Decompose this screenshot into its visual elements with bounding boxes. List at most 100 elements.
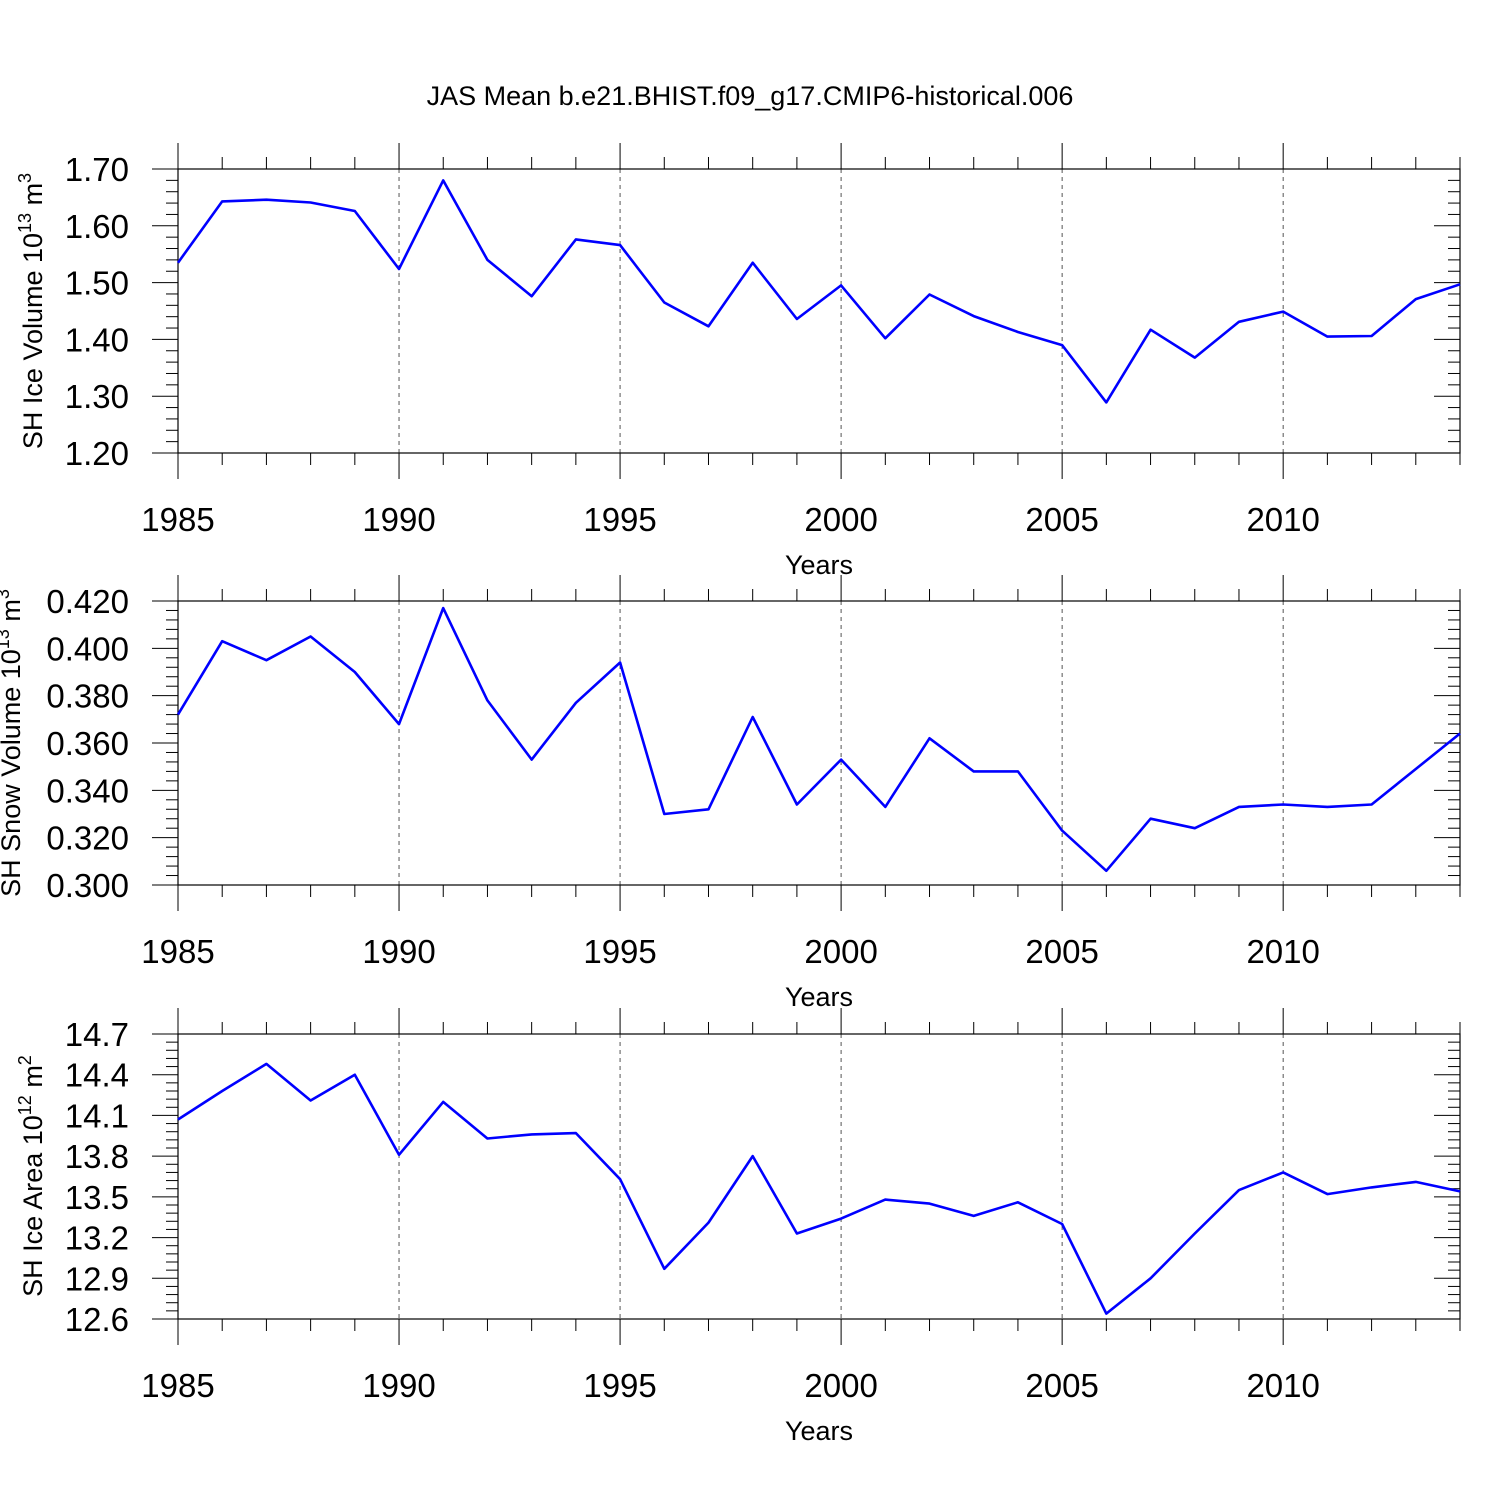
x-tick-label: 2005 <box>1025 501 1098 538</box>
data-point-2014 <box>1458 1189 1462 1193</box>
data-point-1990 <box>397 267 401 271</box>
data-point-2012 <box>1370 803 1374 807</box>
data-point-1996 <box>662 300 666 304</box>
y-tick-label: 12.9 <box>65 1260 129 1297</box>
data-point-2001 <box>883 336 887 340</box>
series-line <box>176 606 1461 873</box>
x-tick-label: 1985 <box>141 933 214 970</box>
data-point-1999 <box>795 803 799 807</box>
data-point-2007 <box>1149 817 1153 821</box>
y-tick-label: 14.4 <box>65 1057 129 1094</box>
data-point-2008 <box>1193 1232 1197 1236</box>
data-point-1998 <box>751 261 755 265</box>
data-point-1986 <box>220 639 224 643</box>
y-tick-label: 1.40 <box>65 321 129 358</box>
x-tick-label: 2000 <box>804 933 877 970</box>
y-tick-label: 0.340 <box>46 772 129 809</box>
data-point-1993 <box>530 1132 534 1136</box>
data-point-1996 <box>662 1267 666 1271</box>
x-tick-label: 2000 <box>804 1367 877 1404</box>
data-point-1991 <box>441 178 445 182</box>
data-point-1992 <box>485 1137 489 1141</box>
data-point-2006 <box>1104 400 1108 404</box>
y-tick-label: 1.20 <box>65 435 129 472</box>
y-axis-label: SH Ice Volume 1013 m3 <box>15 173 48 449</box>
data-point-1985 <box>176 713 180 717</box>
data-point-2011 <box>1325 1192 1329 1196</box>
data-point-2008 <box>1193 356 1197 360</box>
y-tick-label: 14.7 <box>65 1016 129 1053</box>
data-point-1992 <box>485 698 489 702</box>
data-point-1987 <box>264 198 268 202</box>
data-point-1995 <box>618 661 622 665</box>
data-point-2012 <box>1370 334 1374 338</box>
y-tick-label: 13.8 <box>65 1138 129 1175</box>
data-point-2011 <box>1325 335 1329 339</box>
data-point-1992 <box>485 258 489 262</box>
y-tick-label: 14.1 <box>65 1097 129 1134</box>
data-point-2000 <box>839 758 843 762</box>
x-tick-label: 1995 <box>583 933 656 970</box>
data-point-1989 <box>353 209 357 213</box>
data-point-2000 <box>839 283 843 287</box>
y-tick-label: 1.60 <box>65 208 129 245</box>
data-point-1988 <box>309 1099 313 1103</box>
data-point-1989 <box>353 670 357 674</box>
x-tick-label: 1985 <box>141 501 214 538</box>
chart-panel-3: 1985 1990 1995 2000 2005 2010Years12.612.913.… <box>15 1008 1462 1446</box>
data-point-2005 <box>1060 343 1064 347</box>
data-point-1993 <box>530 758 534 762</box>
plot-frame <box>177 1033 1461 1320</box>
data-point-1997 <box>706 1221 710 1225</box>
x-tick-label: 2010 <box>1246 1367 1319 1404</box>
data-point-2007 <box>1149 1276 1153 1280</box>
data-point-1994 <box>574 237 578 241</box>
data-point-1990 <box>397 722 401 726</box>
y-tick-label: 12.6 <box>65 1301 129 1338</box>
data-point-2012 <box>1370 1185 1374 1189</box>
series-line <box>176 179 1461 404</box>
data-point-2013 <box>1414 767 1418 771</box>
data-point-2003 <box>972 314 976 318</box>
data-point-2002 <box>928 736 932 740</box>
data-point-1988 <box>309 201 313 205</box>
data-point-1993 <box>530 294 534 298</box>
data-point-1994 <box>574 701 578 705</box>
data-point-1987 <box>264 658 268 662</box>
data-point-2009 <box>1237 805 1241 809</box>
data-point-2004 <box>1016 1200 1020 1204</box>
x-axis-label: Years <box>785 1416 853 1446</box>
x-tick-label: 1990 <box>362 933 435 970</box>
x-tick-label: 1990 <box>362 501 435 538</box>
data-point-2005 <box>1060 829 1064 833</box>
y-tick-label: 13.2 <box>65 1220 129 1257</box>
x-tick-label: 1990 <box>362 1367 435 1404</box>
data-point-2004 <box>1016 330 1020 334</box>
x-tick-label: 2005 <box>1025 1367 1098 1404</box>
y-tick-label: 13.5 <box>65 1179 129 1216</box>
x-tick-label: 1985 <box>141 1367 214 1404</box>
data-point-2000 <box>839 1217 843 1221</box>
x-axis-label: Years <box>785 550 853 580</box>
series-line <box>177 1062 1461 1315</box>
data-point-2010 <box>1281 1170 1285 1174</box>
data-point-2002 <box>928 293 932 297</box>
y-tick-label: 1.70 <box>65 151 129 188</box>
y-tick-label: 0.380 <box>46 678 129 715</box>
data-point-1999 <box>795 317 799 321</box>
data-point-1988 <box>309 635 313 639</box>
data-point-1999 <box>795 1232 799 1236</box>
data-point-2001 <box>883 1198 887 1202</box>
x-tick-label: 1995 <box>583 1367 656 1404</box>
data-point-2007 <box>1149 328 1153 332</box>
data-point-2014 <box>1458 732 1462 736</box>
x-tick-label: 2000 <box>804 501 877 538</box>
plot-frame <box>177 168 1461 454</box>
data-point-2011 <box>1325 805 1329 809</box>
data-point-2001 <box>883 805 887 809</box>
data-point-2004 <box>1016 769 1020 773</box>
y-tick-label: 1.50 <box>65 265 129 302</box>
data-point-1986 <box>220 199 224 203</box>
data-point-2009 <box>1237 1188 1241 1192</box>
